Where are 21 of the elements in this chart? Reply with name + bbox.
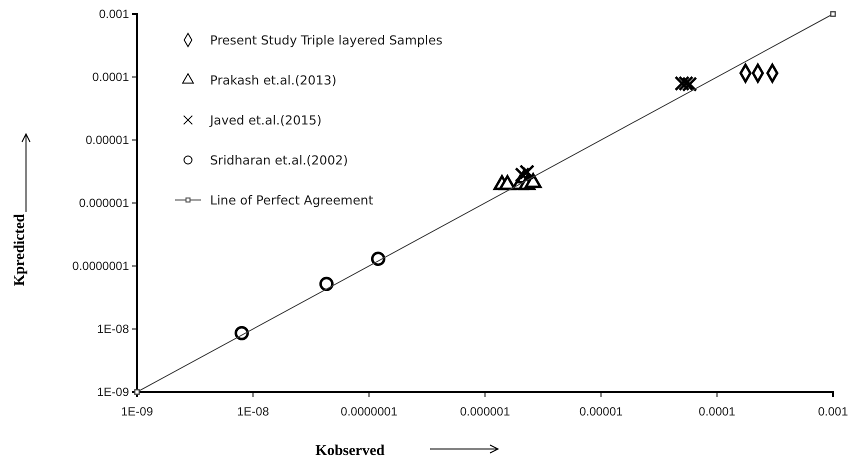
- y-axis-title: Kpredicted: [12, 213, 28, 286]
- y-tick-label: 0.001: [98, 6, 130, 21]
- legend-label: Javed et.al.(2015): [209, 112, 322, 128]
- legend-label: Line of Perfect Agreement: [210, 192, 374, 208]
- x-tick-label: 0.000001: [460, 404, 510, 419]
- x-tick-label: 0.0001: [698, 404, 736, 419]
- legend-label: Prakash et.al.(2013): [210, 72, 336, 88]
- legend-label: Present Study Triple layered Samples: [210, 32, 442, 48]
- y-tick-label: 0.00001: [86, 132, 130, 147]
- y-tick-label: 1E-09: [96, 384, 130, 399]
- x-axis-title: Kobserved: [315, 443, 386, 459]
- y-tick-label: 1E-08: [96, 322, 130, 336]
- x-tick-label: 1E-09: [120, 404, 154, 419]
- x-tick-label: 0.001: [818, 404, 848, 419]
- y-tick-label: 0.000001: [78, 196, 130, 210]
- x-tick-label: 0.0000001: [340, 404, 398, 419]
- x-tick-label: 1E-08: [236, 404, 270, 419]
- x-tick-label: 0.00001: [579, 404, 624, 419]
- legend-label: Sridharan et.al.(2002): [210, 152, 348, 168]
- y-tick-label: 0.0000001: [72, 258, 130, 273]
- y-tick-label: 0.0001: [92, 70, 130, 84]
